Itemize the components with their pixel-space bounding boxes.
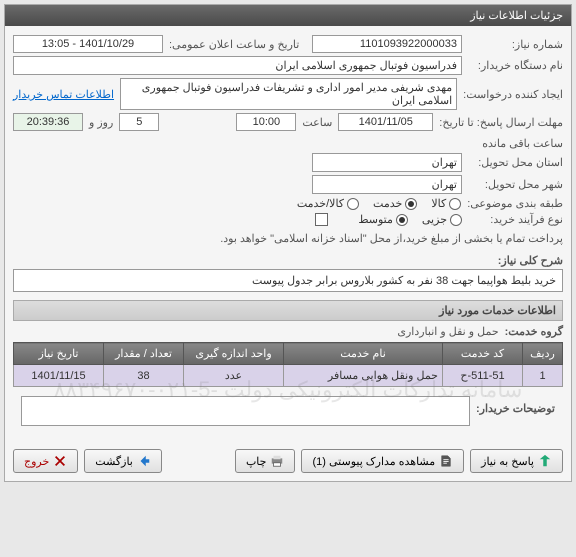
radio-kalakhadmat-label: کالا/خدمت: [297, 197, 344, 210]
print-button[interactable]: چاپ: [235, 449, 296, 473]
exit-icon: [53, 454, 67, 468]
radio-circle-checked-icon: [396, 214, 408, 226]
city-label: شهر محل تحویل:: [468, 178, 563, 191]
cell-row: 1: [523, 365, 563, 387]
reply-button[interactable]: پاسخ به نیاز: [470, 449, 563, 473]
radio-motavaset-label: متوسط: [358, 213, 393, 226]
buy-type-label: نوع فرآیند خرید:: [468, 213, 563, 226]
province-value: تهران: [312, 153, 462, 172]
col-code: کد خدمت: [443, 343, 523, 365]
req-no-value: 1101093922000033: [312, 35, 462, 53]
city-value: تهران: [312, 175, 462, 194]
cell-name: حمل ونقل هوایی مسافر: [284, 365, 443, 387]
cell-date: 1401/11/15: [14, 365, 104, 387]
exit-button-label: خروج: [24, 455, 49, 468]
print-button-label: چاپ: [246, 455, 267, 468]
col-unit: واحد اندازه گیری: [184, 343, 284, 365]
attachments-button-label: مشاهده مدارک پیوستی (1): [312, 455, 435, 468]
category-label: طبقه بندی موضوعی:: [467, 197, 563, 210]
col-row: ردیف: [523, 343, 563, 365]
time-label-1: ساعت: [302, 116, 332, 129]
reply-icon: [538, 454, 552, 468]
exit-button[interactable]: خروج: [13, 449, 78, 473]
back-button-label: بازگشت: [95, 455, 133, 468]
attachment-icon: [439, 454, 453, 468]
form-body: شماره نیاز: 1101093922000033 تاریخ و ساع…: [5, 26, 571, 441]
radio-jozi-label: جزیی: [422, 213, 447, 226]
radio-jozi[interactable]: جزیی: [422, 213, 462, 226]
radio-circle-icon: [449, 198, 461, 210]
deadline-label: مهلت ارسال پاسخ: تا تاریخ:: [439, 116, 563, 129]
payment-checkbox[interactable]: [315, 213, 328, 226]
creator-value: مهدی شریفی مدیر امور اداری و تشریفات فدر…: [120, 78, 457, 110]
toolbar: پاسخ به نیاز مشاهده مدارک پیوستی (1) چاپ…: [5, 441, 571, 481]
payment-note: پرداخت تمام یا بخشی از مبلغ خرید،از محل …: [220, 232, 563, 245]
req-no-label: شماره نیاز:: [468, 38, 563, 51]
desc-value: خرید بلیط هواپیما جهت 38 نفر به کشور بلا…: [13, 269, 563, 292]
cell-qty: 38: [104, 365, 184, 387]
table-row[interactable]: 1 511-51-ح حمل ونقل هوایی مسافر عدد 38 1…: [14, 365, 563, 387]
radio-circle-icon: [450, 214, 462, 226]
attachments-button[interactable]: مشاهده مدارک پیوستی (1): [301, 449, 464, 473]
org-name-value: فدراسیون فوتبال جمهوری اسلامی ایران: [13, 56, 462, 75]
buyer-notes-label: توضیحات خریدار:: [476, 396, 555, 415]
reply-button-label: پاسخ به نیاز: [481, 455, 534, 468]
radio-circle-checked-icon: [405, 198, 417, 210]
services-header: اطلاعات خدمات مورد نیاز: [13, 300, 563, 321]
pub-date-value: 1401/10/29 - 13:05: [13, 35, 163, 53]
creator-label: ایجاد کننده درخواست:: [463, 88, 563, 101]
radio-kalakhadmat[interactable]: کالا/خدمت: [297, 197, 359, 210]
back-icon: [137, 454, 151, 468]
svc-group-value: حمل و نقل و انبارداری: [397, 325, 498, 338]
col-name: نام خدمت: [284, 343, 443, 365]
province-label: استان محل تحویل:: [468, 156, 563, 169]
buyer-notes-value: [21, 396, 470, 426]
svc-group-label: گروه خدمت:: [505, 325, 563, 338]
radio-kala-label: کالا: [431, 197, 446, 210]
days-remaining: 5: [119, 113, 159, 131]
radio-khadamat-label: خدمت: [373, 197, 402, 210]
deadline-time: 10:00: [236, 113, 296, 131]
buy-type-radio-group: جزیی متوسط: [358, 213, 462, 226]
table-header-row: ردیف کد خدمت نام خدمت واحد اندازه گیری ت…: [14, 343, 563, 365]
timer: 20:39:36: [13, 113, 83, 131]
back-button[interactable]: بازگشت: [84, 449, 162, 473]
timer-post: ساعت باقی مانده: [482, 137, 563, 150]
buyer-notes-area: سامانه تدارکات الکترونیکی دولت -5-۰۲۱-۸۸…: [13, 387, 563, 435]
radio-circle-icon: [347, 198, 359, 210]
radio-khadamat[interactable]: خدمت: [373, 197, 417, 210]
org-name-label: نام دستگاه خریدار:: [468, 59, 563, 72]
col-date: تاریخ نیاز: [14, 343, 104, 365]
pub-date-label: تاریخ و ساعت اعلان عمومی:: [169, 38, 299, 51]
desc-label: شرح کلی نیاز:: [13, 254, 563, 267]
days-post: روز و: [89, 116, 113, 129]
services-table: ردیف کد خدمت نام خدمت واحد اندازه گیری ت…: [13, 342, 563, 387]
cell-unit: عدد: [184, 365, 284, 387]
contact-link[interactable]: اطلاعات تماس خریدار: [13, 88, 114, 101]
col-qty: تعداد / مقدار: [104, 343, 184, 365]
cell-code: 511-51-ح: [443, 365, 523, 387]
print-icon: [270, 454, 284, 468]
details-panel: جزئیات اطلاعات نیاز شماره نیاز: 11010939…: [4, 4, 572, 482]
radio-motavaset[interactable]: متوسط: [358, 213, 408, 226]
panel-title: جزئیات اطلاعات نیاز: [5, 5, 571, 26]
category-radio-group: کالا خدمت کالا/خدمت: [297, 197, 461, 210]
radio-kala[interactable]: کالا: [431, 197, 461, 210]
deadline-date: 1401/11/05: [338, 113, 433, 131]
